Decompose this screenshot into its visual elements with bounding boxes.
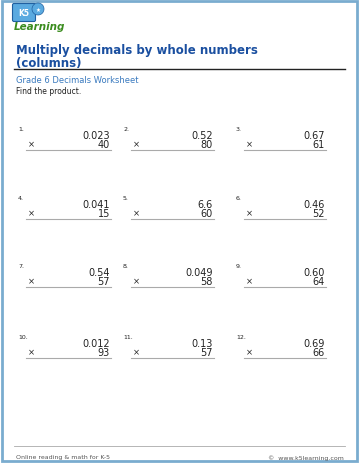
Text: 60: 60	[201, 208, 213, 219]
Text: 0.54: 0.54	[89, 268, 110, 277]
Text: 66: 66	[313, 347, 325, 357]
Text: Learning: Learning	[14, 22, 65, 32]
Text: 64: 64	[313, 276, 325, 287]
Text: 15: 15	[98, 208, 110, 219]
Text: ×: ×	[246, 140, 253, 149]
Text: 6.: 6.	[236, 195, 242, 200]
Text: 7.: 7.	[18, 263, 24, 269]
Text: ★: ★	[36, 7, 41, 13]
Text: 0.60: 0.60	[304, 268, 325, 277]
Text: ×: ×	[133, 208, 140, 218]
Text: 0.67: 0.67	[303, 131, 325, 141]
Circle shape	[32, 4, 44, 16]
Text: 12.: 12.	[236, 334, 246, 339]
Text: ×: ×	[246, 208, 253, 218]
Text: 80: 80	[201, 140, 213, 150]
Text: 3.: 3.	[236, 127, 242, 131]
Text: 57: 57	[98, 276, 110, 287]
Text: 0.46: 0.46	[304, 200, 325, 210]
Text: 8.: 8.	[123, 263, 129, 269]
Text: Find the product.: Find the product.	[16, 87, 81, 96]
Text: Multiply decimals by whole numbers: Multiply decimals by whole numbers	[16, 44, 258, 57]
Text: Online reading & math for K-5: Online reading & math for K-5	[16, 454, 110, 459]
Text: 6.6: 6.6	[198, 200, 213, 210]
Text: 0.023: 0.023	[82, 131, 110, 141]
Text: 58: 58	[201, 276, 213, 287]
Text: ©  www.k5learning.com: © www.k5learning.com	[268, 454, 344, 460]
Text: 11.: 11.	[123, 334, 133, 339]
Text: 10.: 10.	[18, 334, 28, 339]
Text: ×: ×	[28, 276, 35, 285]
Text: 0.041: 0.041	[83, 200, 110, 210]
Text: ×: ×	[133, 347, 140, 356]
Text: 40: 40	[98, 140, 110, 150]
Text: 0.012: 0.012	[82, 338, 110, 348]
Text: 0.13: 0.13	[192, 338, 213, 348]
Text: 9.: 9.	[236, 263, 242, 269]
Text: 5.: 5.	[123, 195, 129, 200]
Text: 61: 61	[313, 140, 325, 150]
Text: 0.52: 0.52	[191, 131, 213, 141]
Text: ×: ×	[133, 140, 140, 149]
Text: (columns): (columns)	[16, 57, 81, 70]
Text: 0.049: 0.049	[186, 268, 213, 277]
Text: 52: 52	[312, 208, 325, 219]
Text: ×: ×	[246, 347, 253, 356]
Text: ×: ×	[28, 140, 35, 149]
Text: 1.: 1.	[18, 127, 24, 131]
Text: Grade 6 Decimals Worksheet: Grade 6 Decimals Worksheet	[16, 76, 139, 85]
Text: ×: ×	[246, 276, 253, 285]
Text: ×: ×	[28, 208, 35, 218]
Text: 4.: 4.	[18, 195, 24, 200]
Text: 93: 93	[98, 347, 110, 357]
FancyBboxPatch shape	[13, 5, 36, 22]
Text: 2.: 2.	[123, 127, 129, 131]
Text: 57: 57	[200, 347, 213, 357]
Text: ×: ×	[28, 347, 35, 356]
Text: 0.69: 0.69	[304, 338, 325, 348]
Text: K5: K5	[19, 9, 29, 18]
Text: ×: ×	[133, 276, 140, 285]
